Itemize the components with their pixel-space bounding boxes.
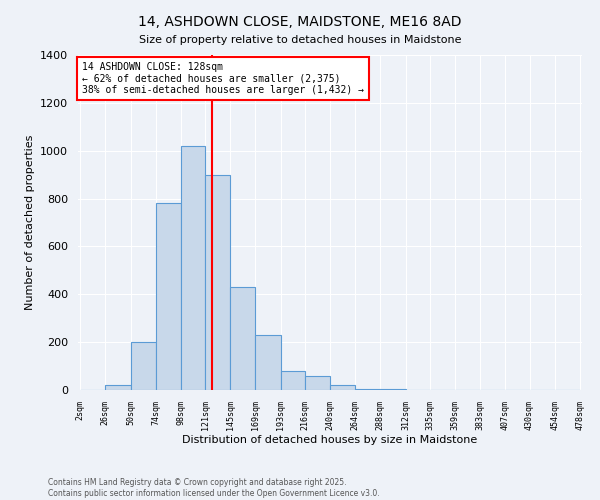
- Bar: [355, 389, 380, 390]
- Bar: [181, 146, 205, 390]
- Bar: [380, 389, 406, 390]
- X-axis label: Distribution of detached houses by size in Maidstone: Distribution of detached houses by size …: [182, 436, 478, 446]
- Bar: [131, 342, 156, 390]
- Bar: [106, 385, 131, 390]
- Y-axis label: Number of detached properties: Number of detached properties: [25, 135, 35, 310]
- Bar: [305, 376, 330, 390]
- Text: Size of property relative to detached houses in Maidstone: Size of property relative to detached ho…: [139, 35, 461, 45]
- Bar: [256, 335, 281, 390]
- Text: 14 ASHDOWN CLOSE: 128sqm
← 62% of detached houses are smaller (2,375)
38% of sem: 14 ASHDOWN CLOSE: 128sqm ← 62% of detach…: [82, 62, 364, 96]
- Bar: [230, 287, 256, 390]
- Text: 14, ASHDOWN CLOSE, MAIDSTONE, ME16 8AD: 14, ASHDOWN CLOSE, MAIDSTONE, ME16 8AD: [138, 15, 462, 29]
- Bar: [330, 385, 355, 390]
- Bar: [281, 371, 305, 390]
- Text: Contains HM Land Registry data © Crown copyright and database right 2025.
Contai: Contains HM Land Registry data © Crown c…: [48, 478, 380, 498]
- Bar: [205, 174, 230, 390]
- Bar: [156, 204, 181, 390]
